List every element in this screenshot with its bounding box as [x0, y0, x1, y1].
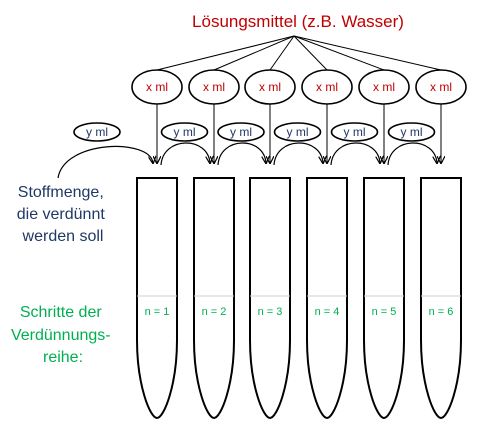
- transfer-curve: [273, 142, 323, 166]
- transfer-volume-ellipses: y ml y ml y ml y ml y ml y ml: [73, 122, 436, 142]
- transfer-curve: [57, 145, 153, 179]
- transfer-volume-label: y ml: [86, 125, 108, 139]
- transfer-curve: [330, 142, 380, 166]
- transfer-curves: [57, 142, 437, 179]
- substance-label: Stoffmenge, die verdünnt werden soll: [17, 184, 110, 245]
- fan-line: [293, 35, 385, 71]
- solvent-volume-label: x ml: [203, 80, 225, 94]
- test-tube: [136, 177, 178, 420]
- step-number-label: n = 4: [315, 306, 340, 318]
- step-number-label: n = 6: [429, 306, 454, 318]
- transfer-volume-label: y ml: [174, 125, 196, 139]
- solvent-title: Lösungsmittel (z.B. Wasser): [192, 12, 404, 31]
- transfer-volume-label: y ml: [344, 125, 366, 139]
- solvent-volume-label: x ml: [259, 80, 281, 94]
- solvent-volume-label: x ml: [373, 80, 395, 94]
- transfer-curve: [217, 142, 266, 166]
- solvent-volume-label: x ml: [146, 80, 168, 94]
- test-tube: [193, 177, 235, 420]
- transfer-volume-label: y ml: [401, 125, 423, 139]
- transfer-volume-ellipse: [273, 122, 322, 142]
- substance-label-line-1: Stoffmenge,: [18, 184, 104, 201]
- transfer-curve: [160, 142, 210, 166]
- steps-label-line-2: Verdünnungs-: [11, 327, 111, 344]
- test-tubes: n = 1 n = 2 n = 3 n = 4 n = 5 n = 6: [136, 177, 462, 420]
- fan-line: [293, 35, 442, 71]
- fan-line: [156, 35, 295, 71]
- solvent-volume-label: x ml: [316, 80, 338, 94]
- substance-label-line-2: die verdünnt: [17, 206, 106, 223]
- substance-label-line-3: werden soll: [22, 228, 104, 245]
- fan-line: [269, 35, 295, 71]
- transfer-volume-ellipse: [387, 122, 436, 142]
- steps-label-line-1: Schritte der: [20, 304, 102, 321]
- fan-line: [213, 35, 295, 71]
- transfer-volume-ellipse: [217, 122, 265, 142]
- transfer-volume-ellipse: [73, 122, 121, 142]
- test-tube: [420, 177, 462, 420]
- test-tube: [249, 177, 291, 420]
- fan-line: [293, 35, 328, 71]
- solvent-fan-lines: [156, 35, 442, 71]
- step-number-label: n = 3: [258, 306, 283, 318]
- transfer-volume-label: y ml: [230, 125, 252, 139]
- steps-label: Schritte der Verdünnungs- reihe:: [11, 304, 115, 366]
- step-number-label: n = 5: [372, 306, 397, 318]
- steps-label-line-3: reihe:: [43, 349, 83, 366]
- transfer-curve: [387, 142, 437, 166]
- step-number-label: n = 2: [202, 306, 227, 318]
- test-tube: [306, 177, 348, 420]
- test-tube: [363, 177, 405, 420]
- transfer-volume-ellipse: [160, 122, 209, 142]
- solvent-volume-label: x ml: [430, 80, 452, 94]
- solvent-volume-ellipses: x ml x ml x ml x ml x ml x ml: [131, 69, 467, 163]
- step-number-label: n = 1: [145, 306, 170, 318]
- transfer-volume-ellipse: [330, 122, 379, 142]
- transfer-volume-label: y ml: [287, 125, 309, 139]
